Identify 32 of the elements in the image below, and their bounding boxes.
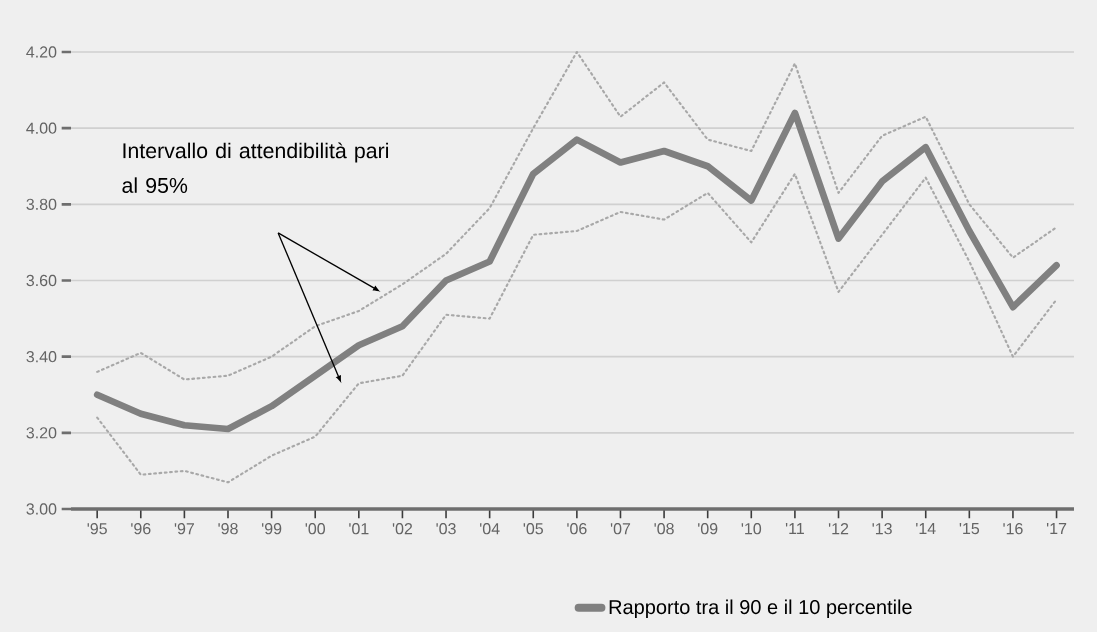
x-tick-label: '10 xyxy=(741,523,762,535)
y-tick-label: 4.00 xyxy=(26,122,57,134)
legend-label: Rapporto tra il 90 e il 10 percentile xyxy=(609,599,912,619)
x-tick-label: '14 xyxy=(916,523,936,535)
x-tick-label: '03 xyxy=(436,523,456,535)
y-tick-label: 3.40 xyxy=(26,351,57,363)
x-tick-label: '00 xyxy=(305,523,326,535)
x-tick-label: '01 xyxy=(349,523,369,535)
x-tick-label: '05 xyxy=(523,523,543,535)
x-tick-label: '04 xyxy=(480,523,500,535)
x-tick-label: '15 xyxy=(959,523,980,535)
x-tick-label: '98 xyxy=(218,523,238,535)
x-tick-label: '17 xyxy=(1046,523,1067,535)
y-tick-label: 4.20 xyxy=(26,46,57,58)
x-tick-label: '08 xyxy=(654,523,674,535)
x-tick-label: '07 xyxy=(610,523,631,535)
x-tick-label: '95 xyxy=(87,523,107,535)
y-tick-label: 3.60 xyxy=(26,274,57,287)
x-tick-label: '11 xyxy=(785,523,804,535)
x-tick-label: '02 xyxy=(392,523,413,535)
x-tick-label: '99 xyxy=(262,523,282,535)
x-tick-label: '12 xyxy=(828,523,849,535)
x-tick-label: '06 xyxy=(567,523,587,535)
y-tick-label: 3.80 xyxy=(26,198,57,210)
y-tick-label: 3.20 xyxy=(26,427,57,439)
x-tick-label: '09 xyxy=(698,523,718,535)
y-tick-label: 3.00 xyxy=(26,503,57,515)
x-tick-label: '96 xyxy=(131,523,151,535)
annotation: Intervallo di attendibilità pari al 95% xyxy=(122,142,388,193)
x-tick-label: '13 xyxy=(872,523,892,535)
x-tick-label: '16 xyxy=(1003,523,1023,535)
x-tick-label: '97 xyxy=(174,523,195,535)
